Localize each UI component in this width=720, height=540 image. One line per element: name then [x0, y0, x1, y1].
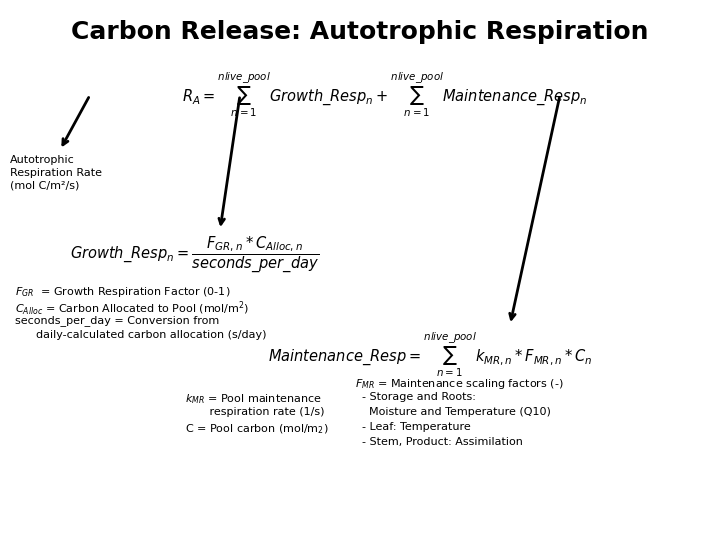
Text: $\mathit{Maintenance\_Resp} = \sum_{n=1}^{nlive\_pool} \mathit{k_{MR,n} * F_{MR,: $\mathit{Maintenance\_Resp} = \sum_{n=1}… [268, 330, 592, 379]
Text: - Stem, Product: Assimilation: - Stem, Product: Assimilation [355, 437, 523, 447]
Text: Carbon Release: Autotrophic Respiration: Carbon Release: Autotrophic Respiration [71, 20, 649, 44]
Text: $F_{MR}$ = Maintenance scaling factors (-): $F_{MR}$ = Maintenance scaling factors (… [355, 377, 564, 391]
Text: Moisture and Temperature (Q10): Moisture and Temperature (Q10) [355, 407, 551, 417]
Text: - Leaf: Temperature: - Leaf: Temperature [355, 422, 471, 432]
Text: Respiration Rate: Respiration Rate [10, 168, 102, 178]
Text: respiration rate (1/s): respiration rate (1/s) [185, 407, 325, 417]
Text: $C_{Alloc}$ = Carbon Allocated to Pool (mol/m$^2$): $C_{Alloc}$ = Carbon Allocated to Pool (… [15, 300, 249, 318]
Text: $F_{GR}$  = Growth Respiration Factor (0-1): $F_{GR}$ = Growth Respiration Factor (0-… [15, 285, 230, 299]
Text: daily-calculated carbon allocation (s/day): daily-calculated carbon allocation (s/da… [15, 330, 266, 340]
Text: $\mathit{R_A} = \sum_{n=1}^{nlive\_pool} \mathit{Growth\_Resp_n} + \sum_{n=1}^{n: $\mathit{R_A} = \sum_{n=1}^{nlive\_pool}… [182, 70, 588, 119]
Text: - Storage and Roots:: - Storage and Roots: [355, 392, 476, 402]
Text: $\mathit{Growth\_Resp_n} = \dfrac{\mathit{F_{GR,n} * C_{Alloc,n}}}{\mathit{secon: $\mathit{Growth\_Resp_n} = \dfrac{\mathi… [71, 235, 320, 275]
Text: Autotrophic: Autotrophic [10, 155, 75, 165]
Text: (mol C/m²/s): (mol C/m²/s) [10, 181, 79, 191]
Text: C = Pool carbon (mol/m$_2$): C = Pool carbon (mol/m$_2$) [185, 422, 328, 436]
Text: seconds_per_day = Conversion from: seconds_per_day = Conversion from [15, 315, 220, 326]
Text: $k_{MR}$ = Pool maintenance: $k_{MR}$ = Pool maintenance [185, 392, 322, 406]
